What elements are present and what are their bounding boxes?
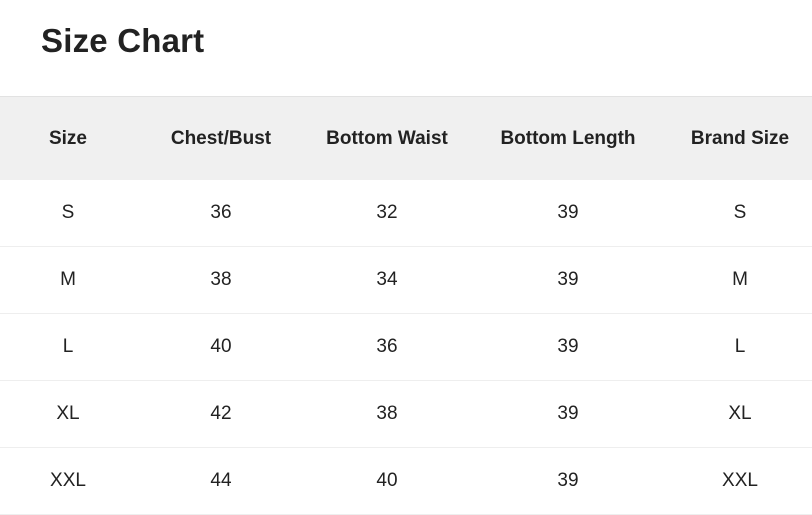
table-row: XL 42 38 39 XL [0, 380, 812, 448]
cell-brand-size: S [668, 180, 812, 247]
cell-bottom-length: 39 [468, 380, 668, 448]
cell-brand-size: XL [668, 380, 812, 448]
cell-bottom-length: 39 [468, 447, 668, 515]
cell-bottom-waist: 34 [306, 246, 468, 314]
cell-bottom-length: 39 [468, 180, 668, 247]
cell-chest-bust: 40 [136, 313, 306, 381]
cell-size: S [0, 180, 136, 247]
cell-size: L [0, 313, 136, 381]
table-row: L 40 36 39 L [0, 313, 812, 381]
cell-chest-bust: 44 [136, 447, 306, 515]
cell-chest-bust: 36 [136, 180, 306, 247]
cell-bottom-waist: 38 [306, 380, 468, 448]
cell-bottom-waist: 40 [306, 447, 468, 515]
header-bottom-waist: Bottom Waist [326, 127, 448, 149]
cell-brand-size: M [668, 246, 812, 314]
cell-chest-bust: 38 [136, 246, 306, 314]
cell-bottom-waist: 36 [306, 313, 468, 381]
cell-size: M [0, 246, 136, 314]
cell-bottom-length: 39 [468, 246, 668, 314]
table-row: M 38 34 39 M [0, 246, 812, 314]
table-row: XXL 44 40 39 XXL [0, 447, 812, 515]
header-size: Size [48, 127, 88, 149]
cell-brand-size: L [668, 313, 812, 381]
table-row: S 36 32 39 S [0, 180, 812, 247]
cell-chest-bust: 42 [136, 380, 306, 448]
table-header-row: Size Chest/Bust Bottom Waist Bottom Leng… [0, 96, 812, 180]
cell-bottom-waist: 32 [306, 180, 468, 247]
cell-size: XXL [0, 447, 136, 515]
header-brand-size: Brand Size [690, 127, 790, 149]
cell-size: XL [0, 380, 136, 448]
cell-bottom-length: 39 [468, 313, 668, 381]
header-bottom-length: Bottom Length [500, 127, 636, 149]
size-chart-table: Size Chest/Bust Bottom Waist Bottom Leng… [0, 96, 812, 515]
header-chest-bust: Chest/Bust [170, 127, 272, 149]
page-title: Size Chart [41, 22, 205, 59]
cell-brand-size: XXL [668, 447, 812, 515]
